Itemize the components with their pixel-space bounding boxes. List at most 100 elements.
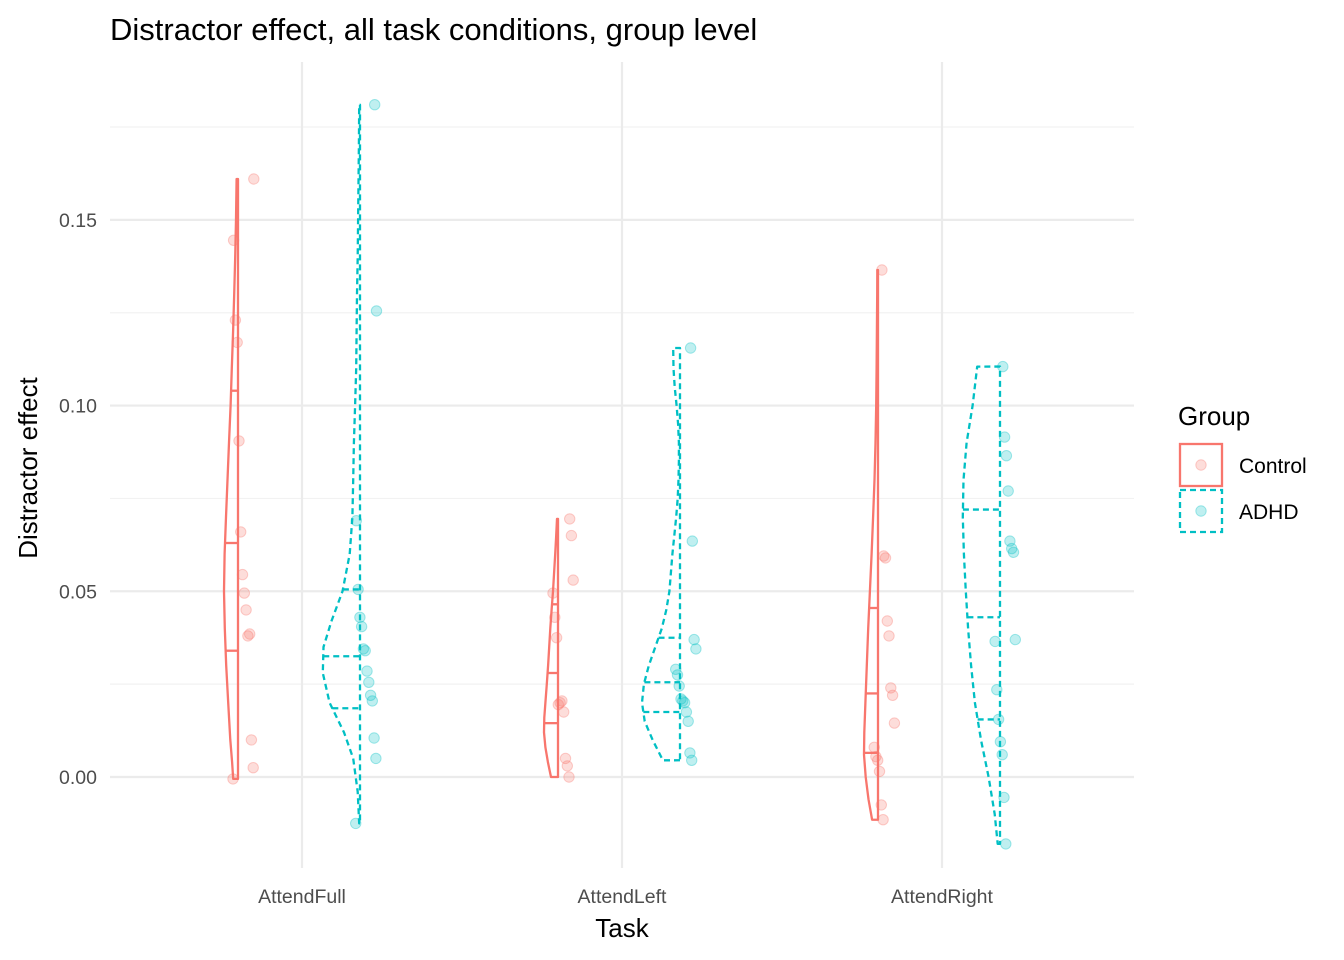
legend-label-control: Control <box>1239 455 1307 478</box>
control-data-point <box>878 550 890 562</box>
adhd-data-point <box>1004 535 1016 547</box>
violins <box>222 103 1002 846</box>
control-data-point <box>881 615 893 627</box>
x-axis-title: Task <box>595 913 649 943</box>
x-tick-label: AttendLeft <box>578 886 667 908</box>
gridlines <box>110 62 1134 868</box>
adhd-data-point <box>354 611 366 623</box>
adhd-data-point <box>350 817 362 830</box>
legend-key-point <box>1195 459 1207 471</box>
adhd-data-point <box>1002 485 1014 497</box>
adhd-data-point <box>994 736 1007 748</box>
adhd-data-point <box>368 732 380 744</box>
adhd-data-point <box>690 643 702 655</box>
legend-key-point <box>1195 505 1207 517</box>
adhd-data-point <box>1000 838 1012 850</box>
adhd-data-point <box>678 697 691 709</box>
control-data-point <box>235 526 247 538</box>
control-data-point <box>879 552 892 564</box>
adhd-data-point <box>684 342 697 354</box>
adhd-data-point <box>991 684 1003 696</box>
adhd-data-point <box>357 643 370 655</box>
control-data-point <box>875 799 887 811</box>
control-data-point <box>550 632 563 644</box>
legend-title: Group <box>1178 401 1250 431</box>
adhd-data-point <box>350 515 362 527</box>
adhd-data-point <box>364 689 377 701</box>
y-axis-title: Distractor effect <box>13 376 43 558</box>
control-data-point <box>565 529 578 542</box>
adhd-data-point <box>370 305 383 317</box>
adhd-data-point <box>673 680 685 692</box>
control-data-point <box>868 741 880 753</box>
adhd-data-point <box>1006 542 1018 555</box>
control-data-point <box>242 630 254 642</box>
legend-key-control <box>1178 442 1224 488</box>
control-data-point <box>236 568 249 581</box>
adhd-data-point <box>671 669 684 681</box>
adhd-violin-attendfull <box>321 103 362 825</box>
control-violin-attendleft <box>542 517 560 779</box>
control-data-point <box>877 814 889 826</box>
control-violin-attendright <box>862 268 880 821</box>
adhd-data-point <box>370 752 382 765</box>
adhd-data-point <box>998 791 1010 804</box>
adhd-data-point <box>680 706 693 718</box>
adhd-violin-attendright <box>961 365 1002 846</box>
adhd-data-point <box>359 645 371 657</box>
adhd-data-point <box>361 665 373 677</box>
y-tick-label: 0.05 <box>59 581 97 603</box>
adhd-data-point <box>989 635 1001 648</box>
control-data-point <box>556 695 568 707</box>
control-data-point <box>876 264 888 276</box>
adhd-data-point <box>677 695 689 707</box>
control-data-point <box>245 734 258 746</box>
y-axis-tick-labels: 0.00 0.05 0.10 0.15 <box>59 210 97 789</box>
adhd-data-point <box>1007 546 1020 558</box>
control-violin-attendfull <box>222 177 240 781</box>
legend-key-adhd <box>1178 488 1224 534</box>
adhd-violin-attendleft <box>640 346 682 762</box>
control-data-point <box>238 587 251 599</box>
adhd-data-point <box>682 715 694 727</box>
control-data-point <box>227 773 239 785</box>
control-data-point <box>559 752 572 765</box>
control-data-point <box>229 314 242 326</box>
control-data-point <box>564 513 576 525</box>
adhd-data-point <box>998 431 1011 443</box>
adhd-data-point <box>686 754 698 766</box>
adhd-data-point <box>670 663 682 675</box>
adhd-data-point <box>352 583 364 596</box>
adhd-data-point <box>1009 633 1021 646</box>
control-data-point <box>886 689 899 701</box>
control-data-point <box>561 760 573 772</box>
adhd-data-point <box>996 749 1008 761</box>
adhd-data-point <box>366 695 378 707</box>
control-data-point <box>554 697 566 709</box>
y-tick-label: 0.10 <box>59 396 97 418</box>
legend-keys: Control ADHD <box>1178 442 1307 534</box>
control-data-point <box>883 630 895 642</box>
control-data-point <box>248 173 260 185</box>
control-data-point <box>244 628 256 640</box>
control-data-point <box>227 234 240 247</box>
adhd-data-point <box>675 693 687 705</box>
adhd-data-point <box>992 713 1005 726</box>
x-tick-label: AttendFull <box>258 886 346 908</box>
control-data-point <box>547 587 559 599</box>
control-data-point <box>888 717 901 729</box>
control-data-point <box>567 574 579 586</box>
adhd-data-point <box>686 535 698 547</box>
control-data-point <box>231 336 243 349</box>
control-data-point <box>549 611 561 623</box>
control-data-point <box>870 750 882 763</box>
x-tick-label: AttendRight <box>891 886 993 908</box>
legend: Group Control ADHD <box>1178 401 1307 534</box>
adhd-data-point <box>363 676 375 688</box>
control-data-point <box>885 682 897 694</box>
adhd-data-point <box>1000 450 1013 462</box>
adhd-data-point <box>688 633 700 646</box>
y-tick-label: 0.15 <box>59 210 97 232</box>
control-data-point <box>872 754 884 766</box>
